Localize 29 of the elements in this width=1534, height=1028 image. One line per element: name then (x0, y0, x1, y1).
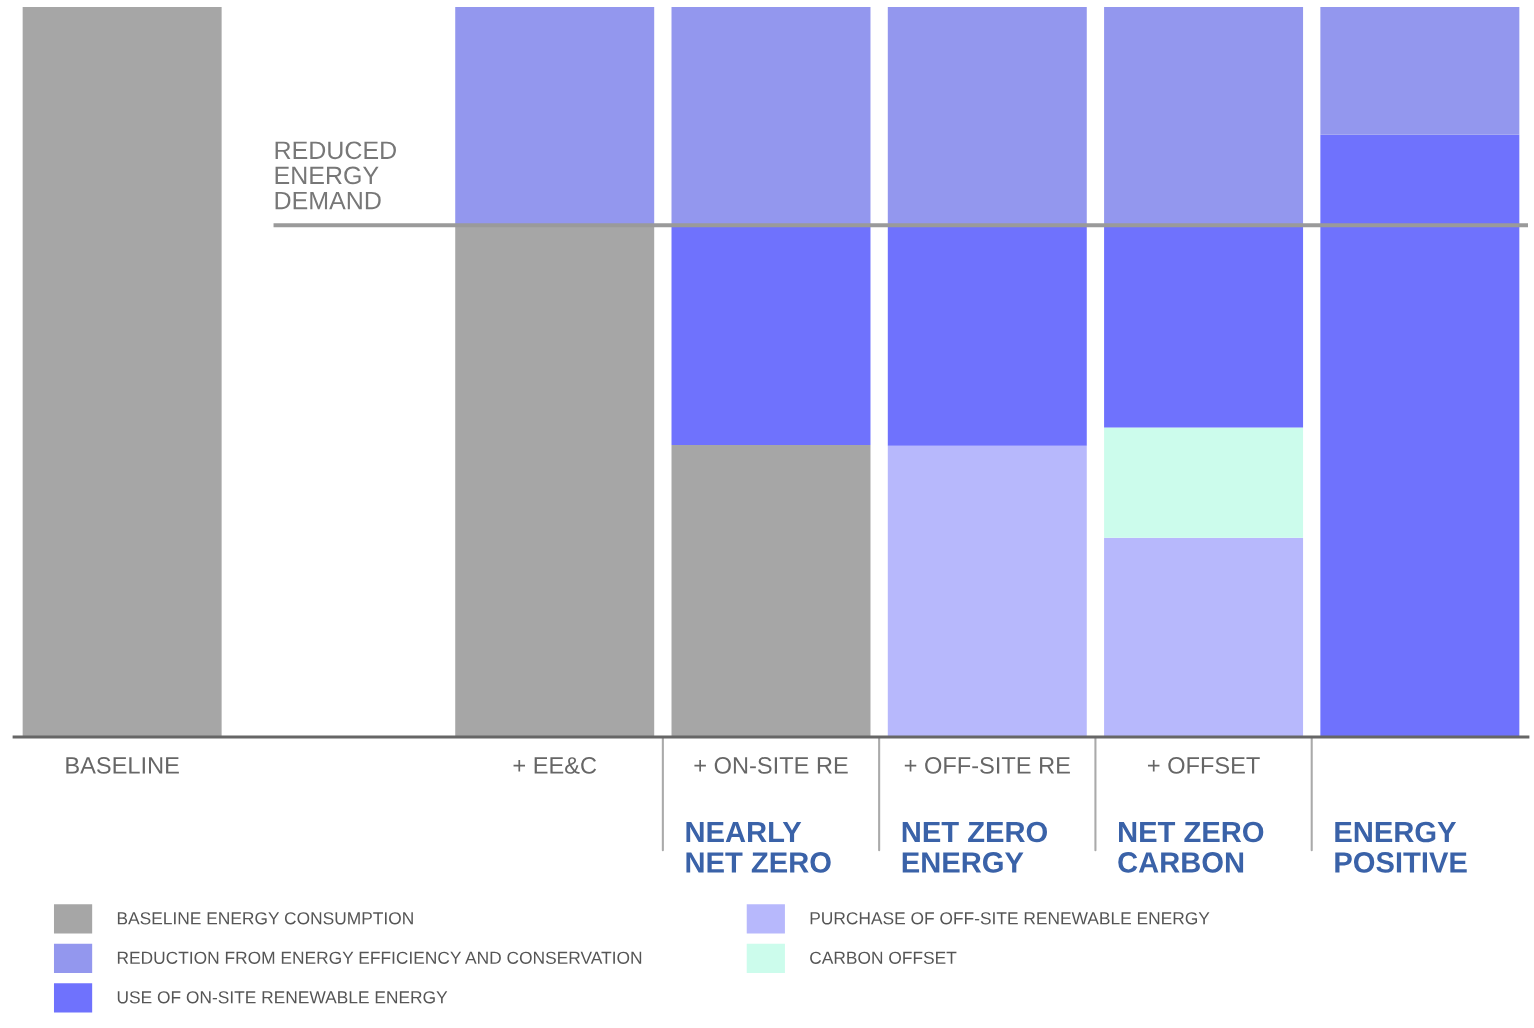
bar (1104, 537, 1304, 737)
bar (455, 7, 655, 226)
bar (1104, 225, 1304, 428)
x-tick-label: + ON-SITE RE (694, 757, 848, 774)
bar (1320, 134, 1520, 737)
legend-label: PURCHASE OF OFF-SITE RENEWABLE ENERGY (810, 912, 1210, 925)
bar (1320, 7, 1520, 135)
bar (1104, 7, 1304, 226)
text: ENERGY POSITIVE (1335, 821, 1467, 873)
x-tick-label: + OFF-SITE RE (904, 757, 1070, 774)
bar (1104, 427, 1304, 538)
bar (671, 225, 871, 445)
legend-label: USE OF ON-SITE RENEWABLE ENERGY (117, 991, 448, 1004)
ref-line-label: REDUCED ENERGY DEMAND (275, 141, 396, 210)
legend-label: REDUCTION FROM ENERGY EFFICIENCY AND CONSERVATION (117, 951, 642, 964)
bar (887, 445, 1087, 737)
legend-label: BASELINE ENERGY CONSUMPTION (117, 912, 413, 925)
bar (671, 7, 871, 226)
x-tick-label: + EE&C (513, 757, 597, 774)
text: NET ZERO ENERGY (902, 821, 1047, 873)
bar (887, 7, 1087, 226)
x-tick-label: + OFFSET (1147, 757, 1260, 774)
bar (671, 445, 871, 737)
bar (22, 7, 222, 737)
text: NEARLY NET ZERO (686, 822, 831, 873)
text: NET ZERO CARBON (1118, 821, 1264, 873)
bar (887, 225, 1087, 446)
x-tick-label: BASELINE (66, 757, 179, 774)
legend-label: CARBON OFFSET (810, 951, 957, 964)
